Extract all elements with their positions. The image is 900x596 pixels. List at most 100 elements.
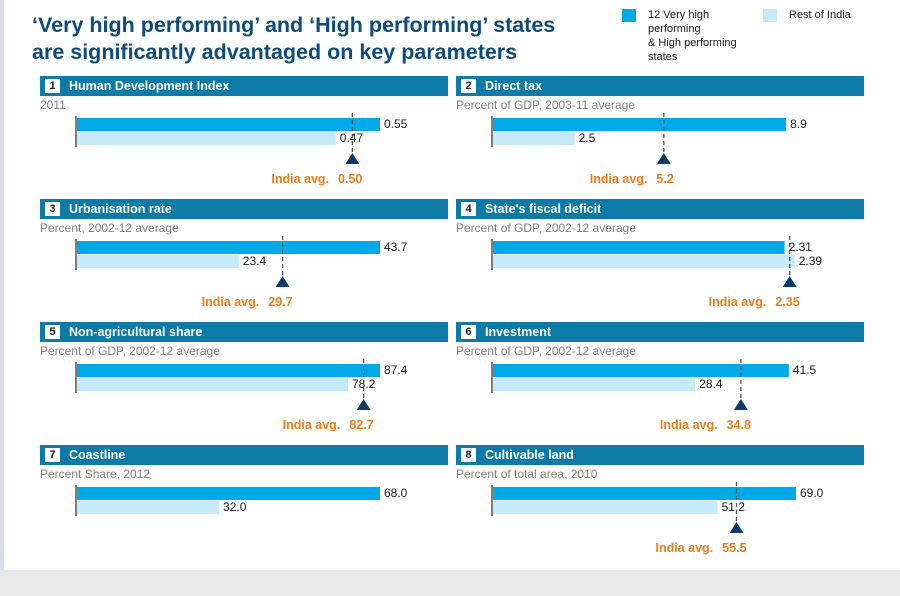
bar-series-1: [77, 364, 380, 377]
india-average-marker: [782, 276, 797, 287]
data-label-series-2: 28.4: [699, 377, 723, 391]
bar-series-2: [77, 501, 220, 514]
panel-subtitle: Percent of GDP, 2003-11 average: [456, 98, 636, 112]
slide-title: ‘Very high performing’ and ‘High perform…: [32, 12, 622, 66]
data-label-series-2: 2.39: [799, 254, 823, 268]
bar-series-1: [77, 118, 380, 131]
bar-series-1: [493, 241, 785, 254]
chart-panel: 7 Coastline Percent Share, 2012 68.0 32.0: [40, 445, 448, 565]
india-average-marker: [356, 399, 371, 410]
india-average-marker: [345, 153, 360, 164]
india-average-marker: [275, 276, 290, 287]
india-average-label: India avg. 29.7: [202, 295, 293, 309]
bar-series-1: [77, 487, 380, 500]
india-average-label: India avg. 34.8: [660, 418, 751, 432]
data-label-series-1: 41.5: [793, 363, 817, 377]
data-label-series-1: 43.7: [384, 240, 408, 254]
data-label-series-2: 32.0: [223, 500, 247, 514]
data-label-series-1: 0.55: [384, 117, 408, 131]
panel-number: 3: [45, 202, 60, 216]
bar-series-2: [493, 255, 795, 268]
panel-title: State's fiscal deficit: [485, 202, 602, 216]
panel-number: 6: [461, 325, 476, 339]
india-average-value: 2.35: [775, 295, 799, 309]
panel-subtitle: 2011: [40, 98, 66, 112]
bar-series-2: [77, 132, 336, 145]
bar-series-1: [77, 241, 380, 254]
panel-number: 4: [461, 202, 476, 216]
data-label-series-2: 0.47: [340, 131, 364, 145]
india-average-value: 5.2: [656, 172, 673, 186]
india-average-caption: India avg.: [709, 295, 767, 309]
chart-panel: 3 Urbanisation rate Percent, 2002-12 avera…: [40, 199, 448, 319]
india-average-value: 82.7: [349, 418, 373, 432]
data-label-series-2: 2.5: [579, 131, 596, 145]
panel-title: Direct tax: [485, 79, 542, 93]
legend-label-series-1: 12 Very high performing & High performin…: [648, 8, 737, 64]
india-average-label: India avg. 5.2: [590, 172, 674, 186]
legend-label-line: 12 Very high: [648, 9, 710, 21]
bar-series-2: [77, 255, 239, 268]
india-average-caption: India avg.: [283, 418, 341, 432]
data-label-series-1: 2.31: [789, 240, 813, 254]
india-average-label: India avg. 55.5: [656, 541, 747, 555]
chart-panel: 8 Cultivable land Percent of total area, 2…: [456, 445, 864, 565]
panel-subtitle: Percent of GDP, 2002-12 average: [40, 344, 220, 358]
bar-series-1: [493, 487, 796, 500]
india-average-marker: [729, 522, 744, 533]
chart-panel: 1 Human Development Index 2011 0.55 0.47 Indi…: [40, 76, 448, 196]
bar-series-2: [77, 378, 348, 391]
india-average-label: India avg. 82.7: [283, 418, 374, 432]
data-label-series-1: 68.0: [384, 486, 408, 500]
panel-title: Coastline: [69, 448, 126, 462]
bar-series-2: [493, 501, 718, 514]
india-average-value: 34.8: [727, 418, 751, 432]
panel-header: 5 Non-agricultural share: [40, 322, 448, 342]
bar-chart: 0.55 0.47 India avg. 0.50: [75, 113, 408, 186]
data-label-series-1: 69.0: [800, 486, 824, 500]
panel-number: 5: [45, 325, 60, 339]
panel-title: Cultivable land: [485, 448, 574, 462]
bar-chart: 69.0 51.2 India avg. 55.5: [491, 482, 824, 555]
chart-panel: 5 Non-agricultural share Percent of GDP, 2…: [40, 322, 448, 442]
india-average-caption: India avg.: [590, 172, 648, 186]
panel-number: 2: [461, 79, 476, 93]
india-average-caption: India avg.: [271, 172, 329, 186]
bar-series-2: [493, 378, 696, 391]
legend-label-line: & High performing: [648, 37, 737, 49]
india-average-caption: India avg.: [656, 541, 714, 555]
panel-subtitle: Percent, 2002-12 average: [40, 221, 179, 235]
panel-subtitle: Percent of total area, 2010: [456, 467, 598, 481]
panel-header: 1 Human Development Index: [40, 76, 448, 96]
data-label-series-2: 23.4: [243, 254, 267, 268]
chart-panel: 4 State's fiscal deficit Percent of GDP, 2…: [456, 199, 864, 319]
bar-chart: 43.7 23.4 India avg. 29.7: [75, 236, 408, 309]
bar-series-1: [493, 364, 789, 377]
data-label-series-2: 51.2: [722, 500, 746, 514]
panel-header: 8 Cultivable land: [456, 445, 864, 465]
india-average-marker: [733, 399, 748, 410]
panel-title: Investment: [485, 325, 551, 339]
slide-title-line-2: are significantly advantaged on key para…: [32, 40, 518, 64]
panel-number: 8: [461, 448, 476, 462]
legend-swatch-series-1: [622, 9, 636, 22]
slide-edge: [0, 0, 4, 570]
india-average-caption: India avg.: [660, 418, 718, 432]
india-average-label: India avg. 0.50: [271, 172, 362, 186]
india-average-value: 55.5: [722, 541, 746, 555]
data-label-series-1: 8.9: [790, 117, 807, 131]
legend-swatch-series-2: [763, 9, 777, 22]
panel-header: 2 Direct tax: [456, 76, 864, 96]
panel-number: 1: [45, 79, 60, 93]
india-average-value: 0.50: [338, 172, 362, 186]
bar-chart: 8.9 2.5 India avg. 5.2: [491, 113, 807, 186]
panel-subtitle: Percent of GDP, 2002-12 average: [456, 344, 636, 358]
panel-title: Non-agricultural share: [69, 325, 203, 339]
bar-chart: 68.0 32.0: [75, 485, 408, 516]
bar-chart: 2.312.39 India avg. 2.35: [491, 236, 823, 309]
panel-number: 7: [45, 448, 60, 462]
panel-title: Human Development Index: [69, 79, 230, 93]
slide: ‘Very high performing’ and ‘High perform…: [0, 0, 900, 570]
panel-header: 4 State's fiscal deficit: [456, 199, 864, 219]
